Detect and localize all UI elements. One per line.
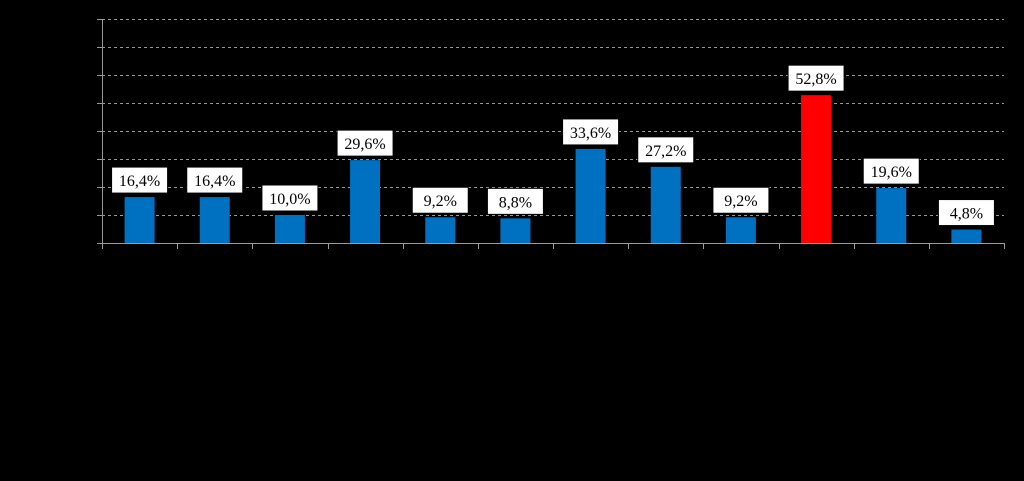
bar-8 <box>650 166 681 243</box>
data-label-1: 16,4% <box>111 166 169 194</box>
bar-2 <box>199 197 230 243</box>
bar-6 <box>500 218 531 243</box>
bar-12 <box>951 229 982 243</box>
data-label-text: 8,8% <box>499 194 532 211</box>
axes <box>97 19 1005 249</box>
data-label-5: 9,2% <box>411 186 469 214</box>
data-label-text: 9,2% <box>724 193 757 210</box>
bar-4 <box>350 160 381 243</box>
data-label-box <box>787 64 845 92</box>
data-label-7: 33,6% <box>562 118 620 146</box>
bar-1 <box>124 197 155 243</box>
data-label-box <box>637 136 695 164</box>
data-label-box <box>111 166 169 194</box>
gridlines <box>102 19 1004 216</box>
data-label-text: 33,6% <box>570 125 611 142</box>
data-label-2: 16,4% <box>186 166 244 194</box>
bar-5 <box>425 217 456 243</box>
data-label-text: 9,2% <box>424 193 457 210</box>
data-label-box <box>712 186 770 214</box>
data-label-box <box>937 199 995 227</box>
data-label-text: 27,2% <box>645 143 686 160</box>
data-label-11: 19,6% <box>862 157 920 185</box>
data-label-9: 9,2% <box>712 186 770 214</box>
data-label-text: 29,6% <box>344 136 385 153</box>
data-label-text: 4,8% <box>950 206 983 223</box>
data-labels: 16,4% 16,4% 10,0% 29,6% 9,2% 8,8% 33,6% 27,2% 9,… <box>111 64 995 227</box>
bar-7 <box>575 148 606 243</box>
data-label-box <box>486 187 544 215</box>
bar-9 <box>725 217 756 243</box>
bar-3 <box>274 215 305 243</box>
data-label-8: 27,2% <box>637 136 695 164</box>
data-label-box <box>411 186 469 214</box>
data-label-text: 10,0% <box>269 191 310 208</box>
data-label-box <box>261 184 319 212</box>
data-label-box <box>336 129 394 157</box>
data-label-text: 16,4% <box>119 173 160 190</box>
data-label-box <box>186 166 244 194</box>
data-label-text: 16,4% <box>194 173 235 190</box>
bar-11 <box>876 188 907 243</box>
data-label-4: 29,6% <box>336 129 394 157</box>
data-label-10: 52,8% <box>787 64 845 92</box>
data-label-3: 10,0% <box>261 184 319 212</box>
data-label-text: 19,6% <box>871 164 912 181</box>
data-label-box <box>562 118 620 146</box>
bar-10 <box>801 95 832 243</box>
data-label-12: 4,8% <box>937 199 995 227</box>
bars <box>124 95 982 243</box>
data-label-text: 52,8% <box>795 71 836 88</box>
data-label-box <box>862 157 920 185</box>
data-label-6: 8,8% <box>486 187 544 215</box>
